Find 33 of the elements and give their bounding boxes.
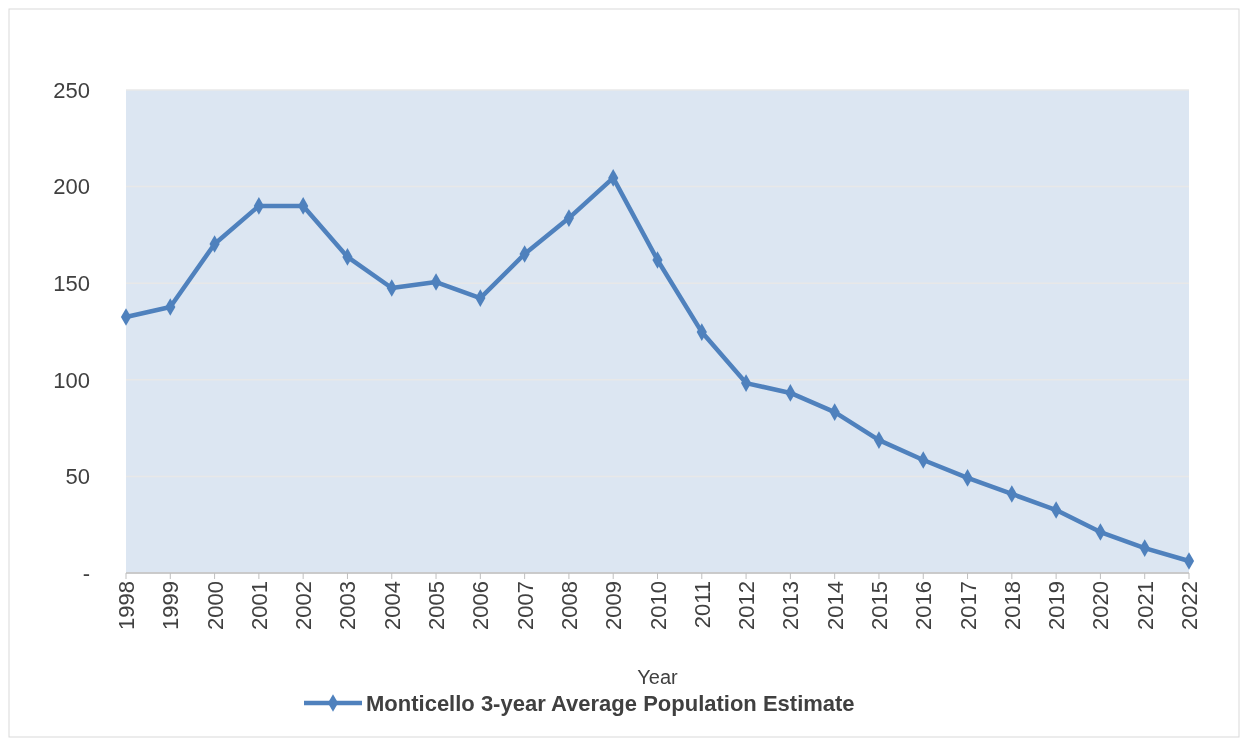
x-tick-label: 2009	[601, 581, 627, 630]
x-tick-label: 2015	[866, 581, 892, 630]
y-tick-label: 100	[53, 367, 90, 393]
x-tick-label: 2022	[1177, 581, 1202, 630]
x-tick-label: 2018	[999, 581, 1025, 630]
y-tick-label: 250	[53, 77, 90, 103]
x-tick-label: 2006	[468, 581, 494, 630]
x-tick-label: 2013	[778, 581, 804, 630]
y-tick-label: 200	[53, 174, 90, 200]
y-tick-label: 150	[53, 270, 90, 296]
y-tick-label: -	[82, 560, 90, 586]
legend-label: Monticello 3-year Average Population Estimate	[366, 690, 855, 716]
x-tick-label: 2014	[822, 581, 848, 630]
x-tick-label: 2003	[335, 581, 361, 630]
x-tick-label: 2010	[645, 581, 671, 630]
x-tick-label: 2001	[246, 581, 272, 630]
x-tick-label: 2016	[911, 581, 937, 630]
x-tick-label: 2019	[1044, 581, 1070, 630]
x-tick-label: 2021	[1132, 581, 1158, 630]
x-tick-label: 2004	[379, 581, 405, 630]
x-tick-label: 1998	[114, 581, 139, 630]
x-tick-label: 1999	[158, 581, 184, 630]
x-tick-label: 2017	[955, 581, 981, 630]
x-tick-label: 2007	[512, 581, 538, 630]
x-tick-label: 2002	[291, 581, 317, 630]
x-tick-label: 2000	[202, 581, 228, 630]
x-tick-label: 2011	[689, 581, 715, 629]
x-tick-label: 2012	[734, 581, 760, 630]
x-tick-label: 2005	[424, 581, 450, 630]
x-axis-title: Year	[637, 666, 679, 688]
x-tick-label: 2020	[1088, 581, 1114, 630]
y-tick-label: 50	[65, 464, 90, 490]
x-tick-label: 2008	[556, 581, 582, 630]
